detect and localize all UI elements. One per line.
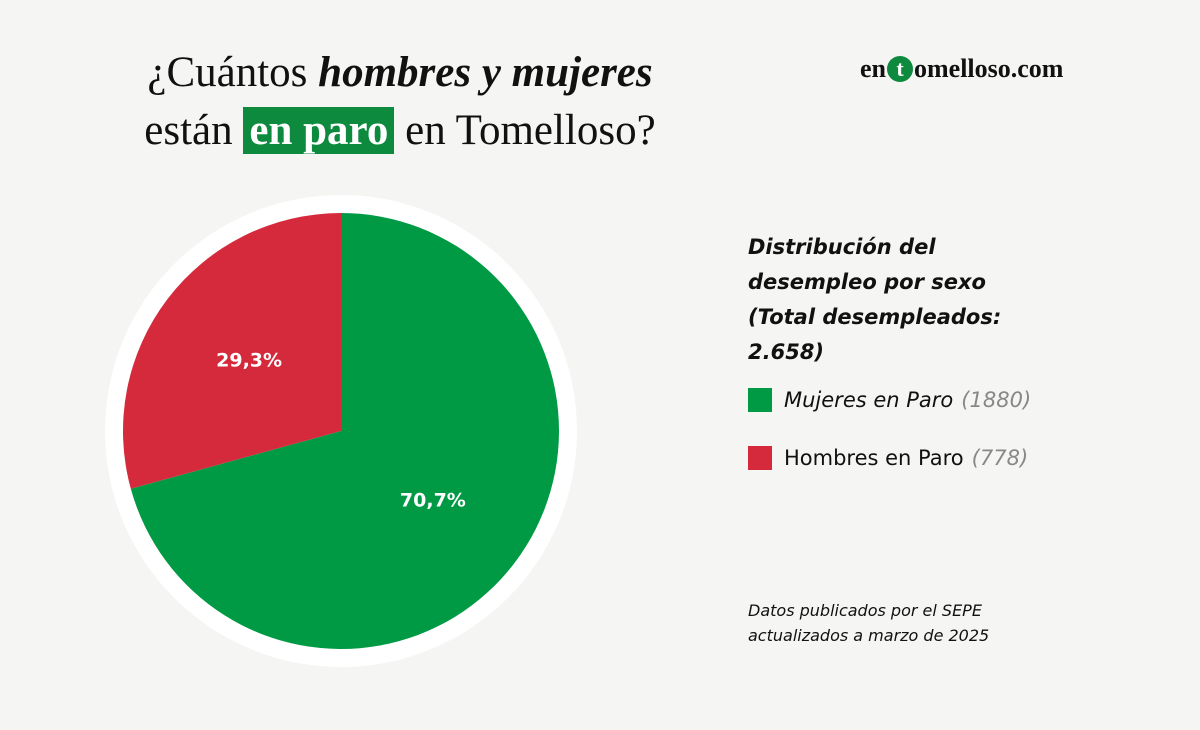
pie-slice-mujeres bbox=[130, 213, 559, 649]
legend-title-line: desempleo por sexo bbox=[748, 270, 986, 294]
legend-title-line: Distribución del bbox=[748, 235, 936, 259]
title-highlight: en paro bbox=[243, 107, 395, 154]
source-line: Datos publicados por el SEPE bbox=[748, 601, 982, 620]
legend-count-mujeres: (1880) bbox=[961, 388, 1032, 412]
logo-suffix: omelloso.com bbox=[914, 54, 1064, 83]
legend-title: Distribución del desempleo por sexo (Tot… bbox=[748, 230, 1078, 370]
title-line-1: ¿Cuántos hombres y mujeres bbox=[40, 44, 760, 102]
legend-count-hombres: (778) bbox=[971, 446, 1029, 470]
title-line-2: están en paro en Tomelloso? bbox=[40, 102, 760, 160]
chart-title: ¿Cuántos hombres y mujeres están en paro… bbox=[40, 44, 760, 160]
pie-label-hombres: 29,3% bbox=[216, 349, 282, 371]
title-line-2-prefix: están bbox=[144, 107, 244, 154]
legend-label-hombres: Hombres en Paro bbox=[784, 446, 964, 470]
legend-title-line: (Total desempleados: bbox=[748, 305, 1002, 329]
legend-swatch-mujeres bbox=[748, 388, 772, 412]
legend-title-line: 2.658) bbox=[748, 340, 825, 364]
title-line-1-emphasis: hombres y mujeres bbox=[318, 49, 653, 96]
title-line-2-suffix: en Tomelloso? bbox=[394, 107, 656, 154]
pie-label-mujeres: 70,7% bbox=[400, 490, 466, 512]
legend-item-hombres: Hombres en Paro (778) bbox=[748, 446, 1028, 470]
legend-item-mujeres: Mujeres en Paro (1880) bbox=[748, 388, 1031, 412]
pie-chart: 70,7% 29,3% bbox=[105, 195, 577, 667]
legend-label-mujeres: Mujeres en Paro bbox=[784, 388, 954, 412]
legend-swatch-hombres bbox=[748, 446, 772, 470]
site-logo[interactable]: en t omelloso.com bbox=[860, 54, 1063, 84]
source-note: Datos publicados por el SEPE actualizado… bbox=[748, 598, 989, 648]
pie-slice-hombres bbox=[123, 213, 341, 489]
source-line: actualizados a marzo de 2025 bbox=[748, 626, 990, 645]
logo-t-icon: t bbox=[887, 56, 913, 82]
logo-prefix: en bbox=[860, 54, 886, 83]
title-line-1-prefix: ¿Cuántos bbox=[147, 49, 319, 96]
